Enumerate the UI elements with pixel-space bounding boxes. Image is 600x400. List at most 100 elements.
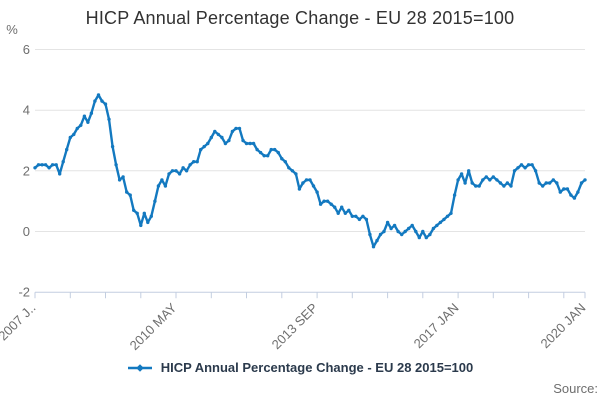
series-point-marker: [149, 214, 153, 218]
series-point-marker: [308, 178, 312, 182]
series-point-marker: [421, 229, 425, 234]
series-point-marker: [114, 163, 118, 167]
series-point-marker: [206, 141, 210, 146]
series-point-marker: [329, 202, 333, 206]
series-point-marker: [502, 184, 506, 188]
series-point-marker: [61, 160, 65, 164]
series-point-marker: [202, 144, 206, 149]
series-point-marker: [516, 166, 520, 170]
series-point-marker: [146, 220, 150, 225]
series-point-marker: [572, 196, 577, 200]
series-point-marker: [505, 181, 510, 185]
series-point-marker: [382, 229, 386, 234]
series-point-marker: [223, 141, 228, 146]
series-point-marker: [537, 181, 541, 185]
series-point-marker: [392, 223, 397, 228]
series-point-marker: [82, 114, 87, 118]
series-point-marker: [311, 184, 316, 188]
series-point-marker: [558, 190, 562, 194]
series-point-marker: [170, 169, 175, 173]
series-point-marker: [184, 169, 189, 173]
series-point-marker: [407, 226, 411, 231]
series-point-marker: [551, 178, 555, 182]
source-label: Source:: [553, 381, 598, 396]
series-point-marker: [403, 229, 407, 234]
series-point-marker: [163, 184, 168, 188]
series-point-marker: [65, 147, 69, 152]
series-point-marker: [555, 181, 559, 185]
legend-label: HICP Annual Percentage Change - EU 28 20…: [160, 360, 474, 375]
series-point-marker: [333, 205, 337, 209]
series-point-marker: [241, 138, 245, 143]
series-point-marker: [142, 211, 146, 215]
series-point-marker: [135, 211, 139, 215]
series-point-marker: [139, 223, 143, 228]
series-point-marker: [258, 150, 263, 155]
series-point-marker: [565, 187, 570, 191]
y-tick-label: -2: [18, 285, 30, 300]
series-point-marker: [79, 123, 83, 128]
line-chart-plot: 6 4 2 0 -2% 2007 J.. 2010 MAY 2013 SEP 2017 JAN 2…: [0, 22, 589, 353]
series-point-marker: [410, 223, 414, 228]
series-point-marker: [110, 144, 115, 149]
series-point-marker: [336, 211, 340, 215]
series-point-marker: [216, 132, 220, 137]
series-point-marker: [530, 163, 534, 167]
series-point-marker: [188, 163, 192, 167]
y-tick-label: 2: [23, 163, 30, 178]
series-point-marker: [276, 150, 280, 155]
series-point-marker: [290, 169, 295, 173]
series-point-marker: [192, 160, 196, 164]
series-point-marker: [103, 102, 108, 106]
series-point-marker: [385, 220, 390, 225]
series-point-marker: [96, 93, 101, 97]
series-point-marker: [417, 235, 421, 240]
series-point-marker: [378, 232, 383, 237]
series-point-marker: [512, 169, 517, 173]
series-point-marker: [562, 187, 566, 191]
series-point-marker: [459, 172, 464, 176]
series-point-marker: [237, 126, 242, 131]
series-point-marker: [283, 160, 287, 164]
series-point-marker: [526, 163, 531, 167]
series-point-marker: [474, 184, 478, 188]
series-point-marker: [350, 214, 354, 218]
series-point-marker: [498, 181, 503, 185]
series-point-marker: [244, 141, 249, 146]
series-point-marker: [93, 99, 97, 103]
series-point-marker: [125, 190, 129, 194]
y-tick-label: 0: [23, 224, 30, 239]
series-point-marker: [467, 169, 471, 173]
x-tick-label: 2007 J..: [0, 300, 39, 343]
series-point-marker: [68, 135, 73, 140]
x-tick-label: 2017 JAN: [411, 300, 462, 351]
series-point-marker: [318, 202, 323, 206]
series-point-marker: [456, 178, 460, 182]
series-point-marker: [100, 99, 104, 103]
series-point-marker: [273, 147, 277, 152]
series-point-marker: [481, 178, 485, 182]
y-axis-unit-label: %: [6, 22, 18, 37]
series-point-marker: [343, 211, 347, 215]
series-point-marker: [576, 190, 580, 194]
series-point-marker: [548, 181, 552, 185]
series-point-marker: [251, 141, 256, 146]
series-point-marker: [117, 178, 122, 182]
series-point-marker: [428, 232, 432, 237]
series-point-marker: [463, 181, 467, 185]
series-point-marker: [375, 238, 379, 243]
series-point-marker: [347, 208, 351, 212]
legend[interactable]: HICP Annual Percentage Change - EU 28 20…: [0, 360, 600, 375]
series-point-marker: [509, 184, 513, 188]
series-point-marker: [153, 199, 157, 203]
series-point-marker: [400, 232, 404, 237]
x-tick-label: 2010 MAY: [127, 300, 180, 353]
series-point-marker: [156, 184, 161, 188]
series-point-marker: [280, 157, 284, 161]
series-point-marker: [445, 214, 450, 218]
series-point-marker: [181, 166, 185, 170]
series-point-marker: [177, 172, 182, 176]
series-point-marker: [431, 226, 436, 231]
series-point-marker: [213, 129, 217, 134]
series-point-marker: [533, 169, 538, 173]
